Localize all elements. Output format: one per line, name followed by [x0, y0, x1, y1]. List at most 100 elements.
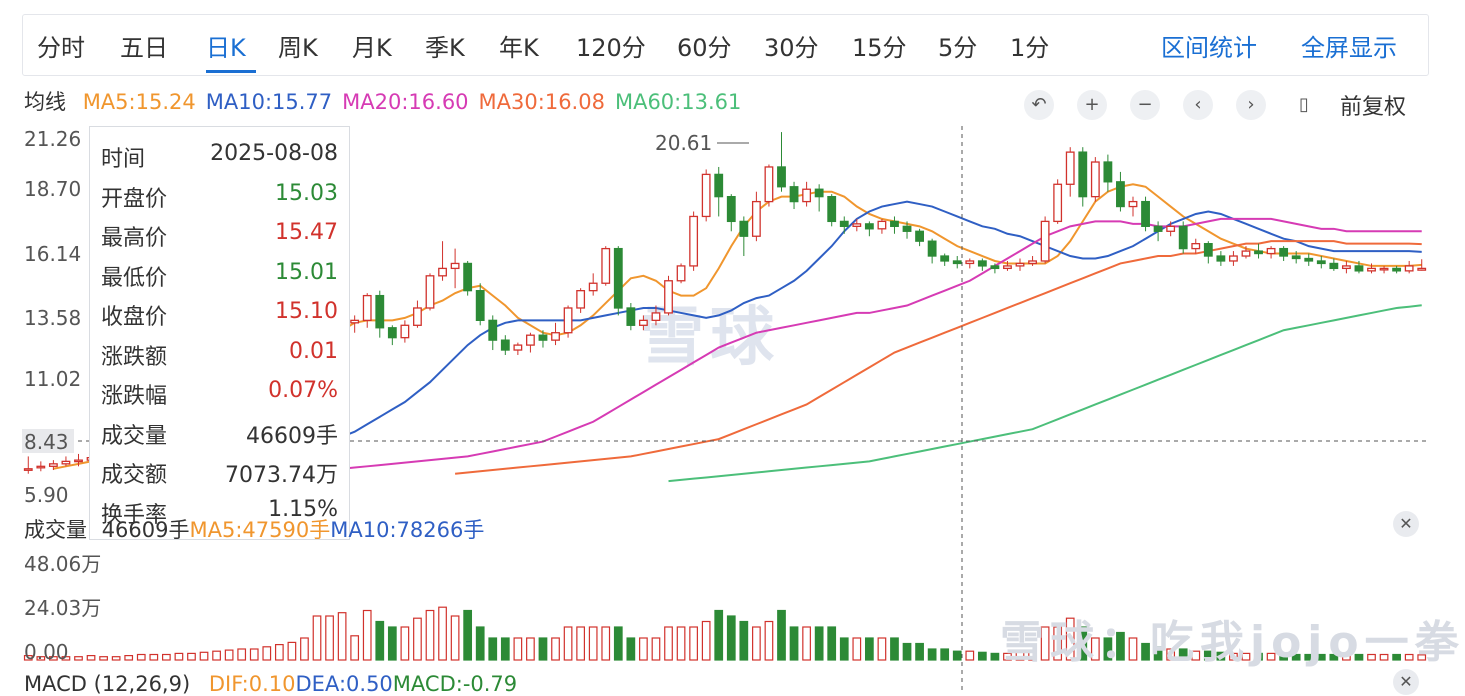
tab-8[interactable]: 60分	[677, 34, 732, 62]
tab-0[interactable]: 分时	[37, 34, 85, 62]
volume-bar	[1003, 652, 1012, 661]
candle-body	[1053, 183, 1063, 223]
volume-legend-item-2: MA10:78266手	[330, 518, 485, 542]
volume-legend-item-1: MA5:47590手	[189, 518, 331, 542]
candle-body	[877, 220, 887, 230]
tab-1[interactable]: 五日	[120, 34, 168, 62]
tooltip-key: 换手率	[101, 502, 168, 528]
tooltip-value: 15.03	[275, 180, 338, 206]
ma-legend-item-2: MA20:16.60	[342, 90, 469, 114]
volume-bar	[664, 626, 673, 661]
candle-body	[965, 260, 975, 265]
candle-body	[1078, 151, 1088, 198]
close-icon[interactable]: ✕	[1393, 511, 1419, 537]
candle-body	[739, 220, 749, 237]
ma-line-MA30	[455, 240, 1422, 475]
candle-body	[23, 468, 33, 471]
volume-bar	[789, 626, 799, 661]
volume-bar	[413, 617, 422, 661]
period-tab-bar: 分时 五日 日K 周K 月K 季K 年K 120分 60分 30分 15分 5分 1分 区间统计 全屏显…	[22, 14, 1429, 76]
candle-body	[1153, 225, 1163, 232]
tab-2[interactable]: 日K	[206, 34, 246, 62]
tab-4[interactable]: 月K	[352, 34, 392, 62]
volume-bar	[676, 626, 686, 661]
candle-body	[1015, 262, 1025, 267]
volume-bar	[965, 650, 975, 661]
candle-body	[1065, 151, 1075, 185]
ohlc-tooltip: 时间 2025-08-08 开盘价 15.03 最高价 15.47 最低价 15.01 收盘价 1…	[89, 126, 350, 540]
volume-bar	[1015, 651, 1025, 661]
volume-bar	[450, 615, 460, 661]
tab-12[interactable]: 1分	[1010, 34, 1050, 62]
candle-body	[1090, 161, 1100, 198]
volume-bar	[839, 637, 849, 661]
tab-11[interactable]: 5分	[938, 34, 978, 62]
volume-bar	[1266, 652, 1276, 661]
candle-body	[927, 240, 937, 257]
macd-legend-item-2: MACD:-0.79	[392, 672, 518, 696]
candle-body	[751, 200, 761, 237]
tab-9[interactable]: 30分	[764, 34, 819, 62]
candle-body	[1116, 181, 1125, 208]
price-tick-label: 21.26	[24, 127, 81, 151]
candle-body	[689, 215, 699, 267]
tooltip-row: 时间 2025-08-08	[101, 141, 338, 172]
volume-bar	[551, 637, 560, 661]
macd-close-icon[interactable]: ✕	[1393, 669, 1419, 695]
volume-bar	[212, 650, 221, 661]
candle-body	[576, 290, 586, 309]
volume-bar	[500, 637, 510, 661]
ma-legend: 均线 MA5:15.24 MA10:15.77 MA20:16.60 MA30:16.…	[24, 86, 761, 116]
candle-body	[350, 319, 360, 324]
volume-bar	[1178, 648, 1188, 661]
candle-body	[538, 334, 548, 341]
volume-bar	[1254, 652, 1263, 661]
candle-body	[413, 307, 422, 326]
volume-bar	[1128, 637, 1138, 661]
tooltip-row: 最低价 15.01	[101, 260, 338, 291]
volume-bar	[1291, 653, 1301, 661]
candle-body	[714, 173, 724, 198]
candle-body	[1028, 260, 1037, 265]
zoom-in-icon[interactable]: +	[1077, 90, 1107, 120]
volume-bar	[312, 615, 322, 661]
candle-body	[475, 290, 485, 321]
volume-bar	[563, 626, 573, 661]
fullscreen-button[interactable]: 全屏显示	[1301, 34, 1397, 62]
tab-10[interactable]: 15分	[852, 34, 907, 62]
undo-icon[interactable]: ↶	[1024, 90, 1054, 120]
prev-icon[interactable]: ‹	[1183, 90, 1213, 120]
volume-bar	[99, 656, 108, 661]
candle-body	[48, 463, 58, 467]
volume-bar	[613, 626, 623, 661]
candle-body	[664, 280, 673, 314]
price-tick-label: 16.14	[24, 242, 81, 266]
zoom-out-icon[interactable]: −	[1130, 90, 1160, 120]
ma-legend-item-0: MA5:15.24	[82, 90, 196, 114]
active-tab-underline	[206, 70, 256, 73]
candle-icon[interactable]: ▯	[1299, 94, 1309, 115]
adjust-mode-button[interactable]: 前复权	[1340, 95, 1407, 120]
next-icon[interactable]: ›	[1236, 90, 1266, 120]
volume-bar	[1078, 626, 1088, 661]
tooltip-key: 最高价	[101, 226, 168, 251]
volume-bar	[1279, 653, 1288, 661]
volume-bar	[864, 637, 874, 661]
volume-bar	[1203, 650, 1213, 661]
tab-5[interactable]: 季K	[425, 34, 465, 62]
candle-body	[526, 334, 535, 346]
candle-body	[902, 225, 912, 232]
tab-7[interactable]: 120分	[576, 34, 646, 62]
tab-3[interactable]: 周K	[278, 34, 318, 62]
candle-body	[1254, 250, 1263, 255]
volume-bar	[174, 652, 184, 661]
volume-bar	[940, 648, 950, 661]
range-stats-button[interactable]: 区间统计	[1161, 34, 1257, 62]
tooltip-key: 开盘价	[101, 186, 168, 212]
volume-bar	[651, 637, 661, 661]
tab-6[interactable]: 年K	[499, 34, 539, 62]
volume-bar	[852, 637, 862, 661]
volume-bar	[475, 626, 485, 661]
volume-bar	[927, 648, 937, 661]
volume-bar	[249, 648, 259, 661]
